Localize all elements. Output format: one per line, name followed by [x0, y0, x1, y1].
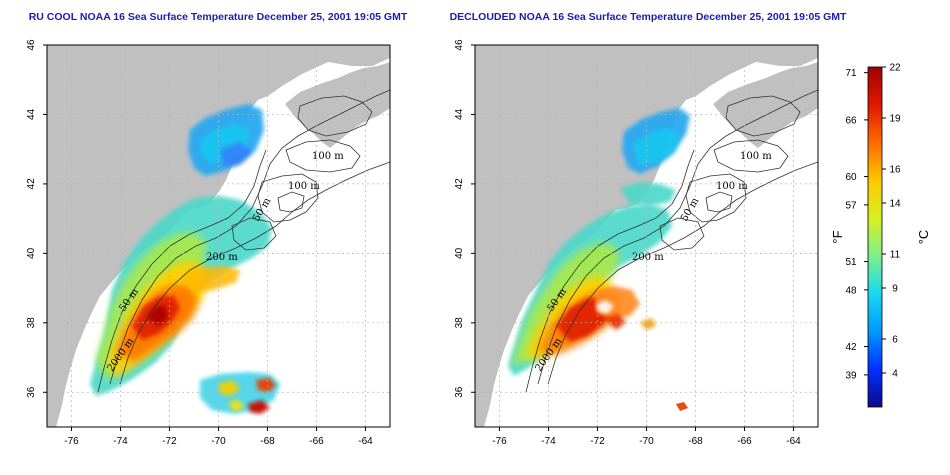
- colorbar-ticks: 22 19 16 14 11 9 6 4 71 66 60 57 51 48 42 39: [845, 63, 901, 382]
- colorbar-gradient: [867, 66, 883, 408]
- map-area: 100 m 100 m 50 m 200 m 50 m 2000 m: [47, 45, 390, 427]
- lon-tick-label: -64: [358, 436, 373, 447]
- fahrenheit-tick-label: 48: [845, 285, 857, 296]
- celsius-tick-label: 6: [892, 335, 898, 346]
- fahrenheit-tick-label: 66: [845, 115, 857, 126]
- celsius-tick-label: 9: [892, 284, 898, 295]
- celsius-label: °C: [916, 230, 931, 245]
- lat-tick-label: 44: [454, 108, 465, 120]
- isobath-label: 100 m: [312, 151, 344, 162]
- celsius-tick-label: 4: [892, 369, 898, 380]
- lon-tick-label: -76: [64, 436, 79, 447]
- lat-tick-label: 44: [26, 108, 37, 120]
- fahrenheit-tick-label: 51: [845, 257, 857, 268]
- lat-tick-label: 38: [454, 317, 465, 329]
- fahrenheit-tick-label: 39: [845, 370, 857, 381]
- fahrenheit-tick-label: 42: [845, 342, 857, 353]
- lon-tick-label: -68: [260, 436, 275, 447]
- temperature-colorbar: 22 19 16 14 11 9 6 4 71 66 60 57 51 48 42 39 °F °C: [830, 63, 931, 408]
- isobath-label: 100 m: [740, 151, 772, 162]
- isobath-label: 100 m: [288, 181, 320, 192]
- lon-tick-label: -76: [492, 436, 507, 447]
- celsius-tick-label: 14: [889, 199, 901, 210]
- isobath-label: 200 m: [632, 252, 664, 263]
- panel-title: DECLOUDED NOAA 16 Sea Surface Temperatur…: [450, 11, 847, 23]
- lat-tick-label: 42: [454, 178, 465, 190]
- lat-tick-label: 46: [26, 39, 37, 51]
- lon-tick-label: -66: [309, 436, 324, 447]
- lon-tick-label: -70: [639, 436, 654, 447]
- sst-map-declouded: DECLOUDED NOAA 16 Sea Surface Temperatur…: [450, 11, 847, 447]
- lon-tick-label: -74: [113, 436, 128, 447]
- lon-tick-label: -66: [737, 436, 752, 447]
- lat-lon-grid: [47, 45, 390, 427]
- fahrenheit-tick-label: 71: [845, 68, 857, 79]
- fahrenheit-label: °F: [830, 230, 845, 243]
- isobath-label: 200 m: [206, 252, 238, 263]
- land-mass: [47, 45, 390, 427]
- lat-tick-label: 36: [26, 386, 37, 398]
- isobath-label: 100 m: [716, 181, 748, 192]
- lon-tick-label: -68: [688, 436, 703, 447]
- axis-ticks: -76 -74 -72 -70 -68 -66 -64 36 38 40 42 44 46: [26, 39, 373, 447]
- sst-map-raw: RU COOL NOAA 16 Sea Surface Temperature …: [26, 11, 408, 447]
- celsius-tick-label: 19: [889, 114, 901, 125]
- isobath-lines: [525, 89, 818, 393]
- fahrenheit-tick-label: 57: [845, 200, 857, 211]
- celsius-tick-label: 11: [890, 250, 901, 261]
- lon-tick-label: -72: [162, 436, 177, 447]
- lat-lon-grid: [475, 45, 818, 427]
- panel-title: RU COOL NOAA 16 Sea Surface Temperature …: [29, 11, 408, 23]
- lat-tick-label: 40: [26, 247, 37, 259]
- map-area: 100 m 100 m 50 m 200 m 50 m 2000 m: [475, 45, 818, 427]
- lat-tick-label: 40: [454, 247, 465, 259]
- nova-scotia: [285, 62, 390, 148]
- celsius-tick-label: 22: [889, 63, 901, 74]
- celsius-tick-label: 16: [889, 165, 901, 176]
- lat-tick-label: 38: [26, 317, 37, 329]
- lon-tick-label: -72: [590, 436, 605, 447]
- lat-tick-label: 46: [454, 39, 465, 51]
- lon-tick-label: -70: [211, 436, 226, 447]
- lon-tick-label: -64: [786, 436, 801, 447]
- lon-tick-label: -74: [541, 436, 556, 447]
- lat-tick-label: 36: [454, 386, 465, 398]
- nova-scotia: [713, 62, 818, 148]
- fahrenheit-tick-label: 60: [845, 172, 857, 183]
- land-mass: [475, 45, 818, 427]
- axis-ticks: -76 -74 -72 -70 -68 -66 -64 36 38 40 42 44 46: [454, 39, 801, 447]
- lat-tick-label: 42: [26, 178, 37, 190]
- isobath-lines: [97, 89, 390, 393]
